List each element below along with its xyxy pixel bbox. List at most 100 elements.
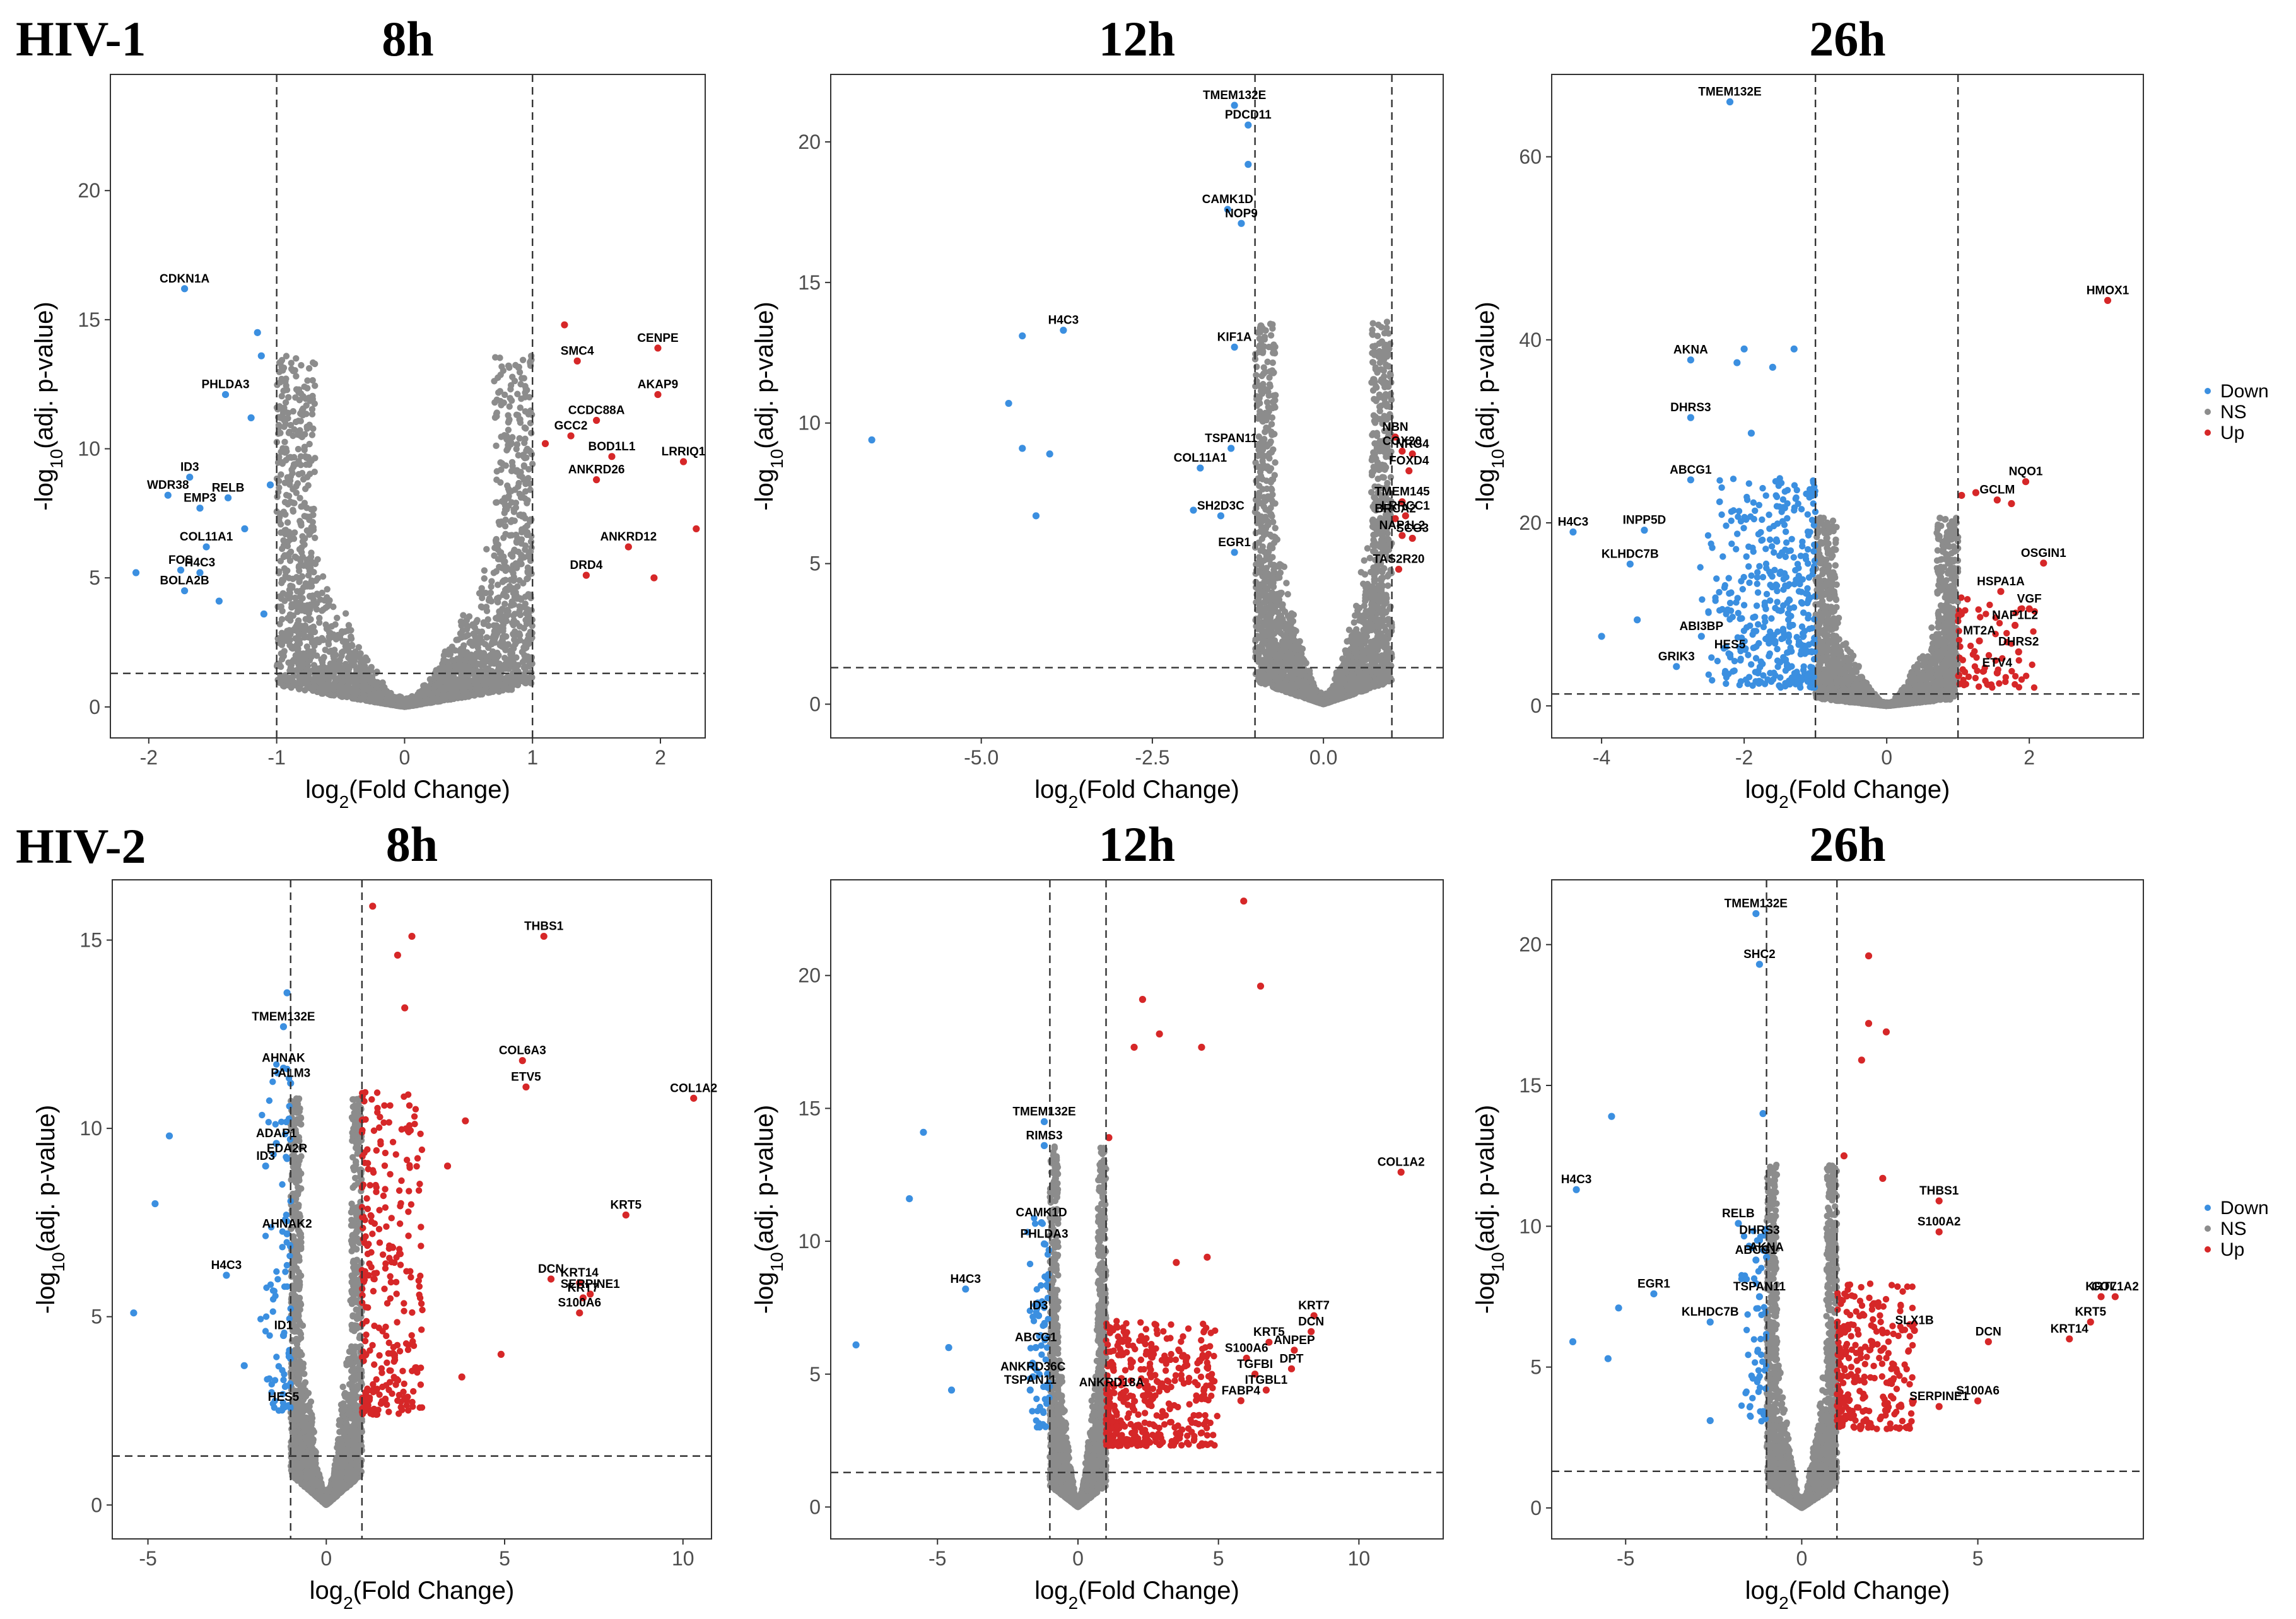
ns-point [452,690,459,697]
ns-point [477,633,484,641]
gene-label: BOD1L1 [588,440,635,453]
ns-point [517,404,524,411]
ns-point [1350,619,1357,626]
ns-point [524,564,532,571]
y-tick-label: 10 [78,438,100,460]
ns-point [379,679,386,687]
ns-point [529,460,536,467]
ns-point [1354,664,1361,672]
ns-point [420,692,428,699]
y-tick-label: 20 [798,131,821,153]
ns-point [521,645,528,653]
ns-point [511,517,518,524]
ns-point [525,611,532,617]
ns-point [508,467,515,475]
y-tick-label: 5 [89,566,100,589]
ns-point [309,518,316,525]
ns-point [478,585,485,592]
ns-point [356,664,363,671]
ns-point [364,657,371,664]
ns-point [308,637,316,645]
ns-point [303,513,310,520]
ns-point [325,638,332,645]
ns-point [465,664,472,672]
ns-point [505,641,512,648]
ns-point [368,663,375,671]
ns-point [470,630,477,638]
down-point [177,566,185,574]
ns-point [493,409,500,416]
ns-point [277,663,284,670]
ns-point [1358,616,1366,622]
ns-point [290,657,297,663]
ns-point [304,377,311,384]
ns-point [303,665,311,673]
ns-point [1385,582,1391,589]
ns-point [501,497,508,505]
ns-point [344,643,351,650]
ns-point [479,604,486,611]
ns-point [310,527,317,534]
y-tick-label: 15 [798,271,821,294]
ns-point [513,445,520,453]
ns-point [357,650,364,657]
gene-label: RELB [212,481,245,494]
ns-point [465,693,472,700]
ns-point [476,691,484,698]
ns-point [1357,569,1365,576]
ns-point [281,423,288,430]
ns-point [503,633,510,640]
gene-label: ANKRD26 [568,464,625,477]
ns-point [348,662,354,669]
ns-point [457,630,464,637]
ns-point [308,549,315,556]
y-axis-title: -log10(adj. p-value) [30,301,66,510]
ns-point [1386,677,1393,685]
up-point [567,432,575,440]
ns-point [342,660,349,668]
ns-point [498,460,506,467]
down-point [257,352,265,359]
ns-point [295,564,303,571]
ns-point [522,639,529,646]
ns-point [288,359,295,366]
ns-point [491,628,498,634]
up-point [573,357,581,365]
x-tick-label: 0.0 [1309,746,1337,769]
ns-point [496,521,503,528]
ns-point [522,600,529,607]
ns-point [317,596,324,603]
ns-point [500,577,507,584]
ns-point [308,411,316,418]
ns-point [447,651,454,658]
ns-point [306,592,313,600]
ns-point [511,593,518,601]
ns-point [469,642,476,649]
ns-point [286,667,293,674]
ns-point [296,636,303,644]
ns-point [508,459,516,466]
ns-point [527,518,534,525]
ns-point [496,388,503,395]
ns-point [1296,644,1303,651]
ns-point [285,454,292,461]
ns-point [479,594,486,602]
ns-point [282,378,289,385]
ns-point [286,636,293,644]
ns-point [1343,647,1350,655]
ns-point [308,431,316,438]
ns-point [309,377,316,384]
ns-point [491,399,498,406]
ns-point [289,601,296,608]
ns-point [287,535,294,543]
ns-point [516,369,524,376]
ns-point [274,603,281,611]
ns-point [311,400,318,407]
ns-point [520,580,527,587]
ns-point [298,433,306,441]
ns-point [427,697,434,704]
ns-point [303,527,311,534]
ns-point [509,553,516,560]
y-tick-label: 15 [78,308,100,331]
